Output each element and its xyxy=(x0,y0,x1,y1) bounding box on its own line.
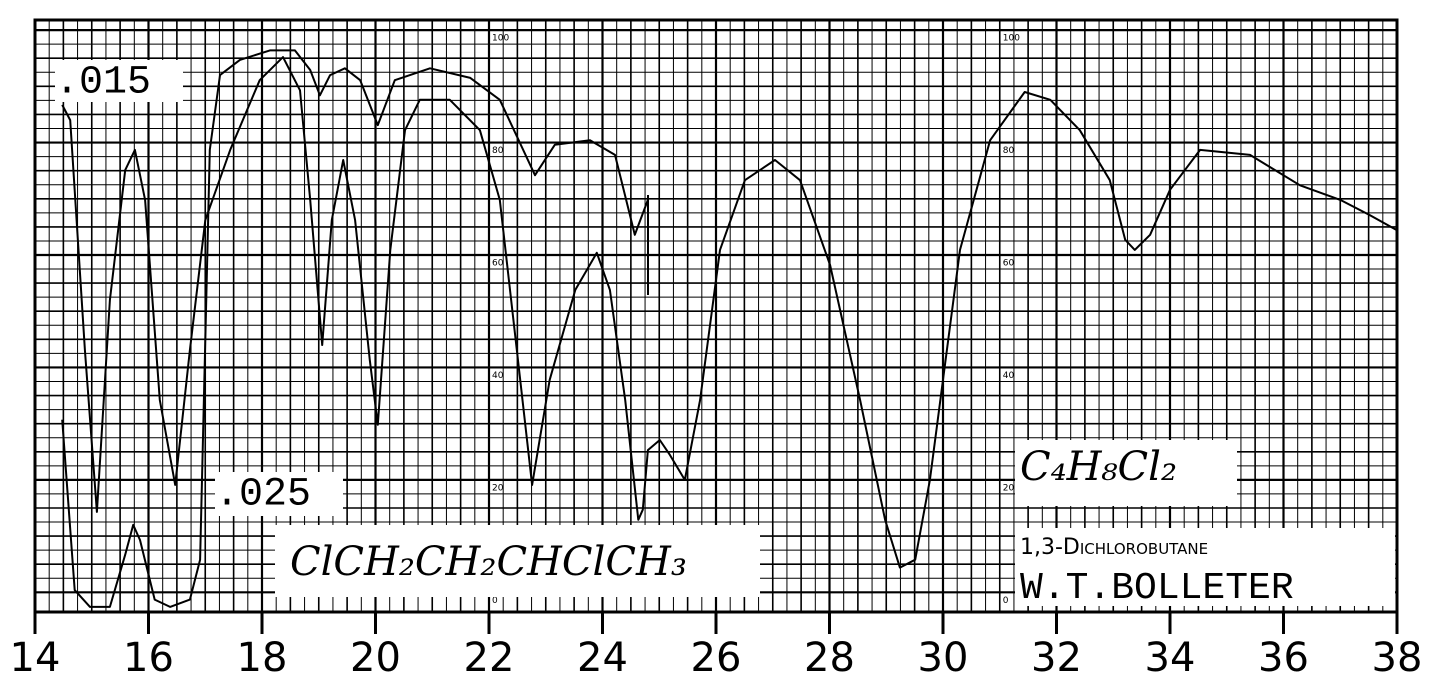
y-tick-label: 60 xyxy=(1003,259,1015,269)
label-box xyxy=(1015,528,1395,606)
y-tick-label: 80 xyxy=(1003,146,1015,156)
x-tick-label: 20 xyxy=(350,635,401,681)
y-tick-label: 0 xyxy=(492,596,498,606)
y-tick-label: 40 xyxy=(492,371,504,381)
x-tick-label: 36 xyxy=(1258,635,1309,681)
y-tick-label: 40 xyxy=(1003,371,1015,381)
y-tick-label: 20 xyxy=(492,483,504,493)
y-tick-label: 60 xyxy=(492,259,504,269)
spectrum-line xyxy=(61,49,649,608)
plot xyxy=(61,49,1398,608)
author: W.T.BOLLETER xyxy=(1020,567,1294,610)
y-tick-label: 100 xyxy=(1003,34,1020,44)
x-tick-label: 30 xyxy=(918,635,969,681)
x-tick-label: 16 xyxy=(123,635,174,681)
frame xyxy=(33,18,1399,614)
label-box xyxy=(275,525,760,597)
y-tick-label: 0 xyxy=(1003,596,1009,606)
x-tick-label: 26 xyxy=(691,635,742,681)
x-tick-label: 28 xyxy=(804,635,855,681)
x-tick-label: 18 xyxy=(237,635,288,681)
compound-name: 1,3-Dichlorobutane xyxy=(1020,535,1208,560)
x-tick-label: 34 xyxy=(1145,635,1196,681)
series-label: .025 xyxy=(215,473,311,518)
label-box xyxy=(215,472,343,516)
x-tick-label: 32 xyxy=(1031,635,1082,681)
x-tick-label: 38 xyxy=(1372,635,1423,681)
x-tick-label: 24 xyxy=(577,635,628,681)
label-box xyxy=(55,60,183,102)
molecular-formula: C₄H₈Cl₂ xyxy=(1020,444,1177,490)
series-label: .015 xyxy=(55,61,151,106)
grid: 0 0 20 20 40 40 60 60 80 80 100 100 14 16 18 20 22 24 26 28… xyxy=(10,18,1423,681)
y-tick-label: 80 xyxy=(492,146,504,156)
x-tick-label: 22 xyxy=(464,635,515,681)
spectrum-line xyxy=(61,56,1398,569)
formula: ClCH₂CH₂CHClCH₃ xyxy=(290,539,687,585)
y-tick-label: 100 xyxy=(492,34,509,44)
y-tick-label: 20 xyxy=(1003,483,1015,493)
label-box xyxy=(1015,440,1237,506)
x-tick-label: 14 xyxy=(10,635,61,681)
